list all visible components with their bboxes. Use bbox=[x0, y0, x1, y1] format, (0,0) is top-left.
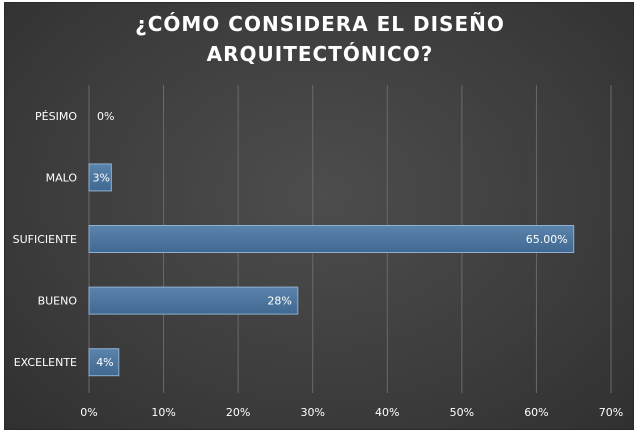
x-tick-label: 20% bbox=[226, 406, 250, 419]
x-tick-label: 70% bbox=[599, 406, 623, 419]
data-label: 4% bbox=[96, 356, 113, 369]
data-label: 65.00% bbox=[526, 233, 568, 246]
bar bbox=[88, 225, 575, 253]
data-label: 0% bbox=[97, 110, 114, 123]
x-tick-label: 0% bbox=[80, 406, 97, 419]
bars bbox=[88, 163, 575, 377]
bar bbox=[88, 348, 120, 377]
category-label: PÉSIMO bbox=[35, 110, 77, 123]
category-label: BUENO bbox=[38, 295, 78, 308]
x-tick-label: 10% bbox=[151, 406, 175, 419]
x-tick-label: 40% bbox=[375, 406, 399, 419]
category-label: SUFICIENTE bbox=[13, 233, 77, 246]
data-label: 28% bbox=[267, 295, 291, 308]
category-label: EXCELENTE bbox=[14, 356, 77, 369]
x-tick-label: 50% bbox=[450, 406, 474, 419]
chart-frame: ¿CÓMO CONSIDERA EL DISEÑO ARQUITECTÓNICO… bbox=[4, 2, 634, 430]
data-label: 3% bbox=[92, 171, 109, 184]
chart-title: ¿CÓMO CONSIDERA EL DISEÑO ARQUITECTÓNICO… bbox=[135, 12, 505, 66]
category-label: MALO bbox=[46, 171, 78, 184]
bar bbox=[88, 163, 112, 192]
x-tick-label: 60% bbox=[524, 406, 548, 419]
labels: 0% 10% 20% 30% 40% 50% 60% 70% PÉSIMO 0% MALO 3% SUF… bbox=[13, 110, 624, 419]
x-tick-label: 30% bbox=[300, 406, 324, 419]
chart-plot: 0% 10% 20% 30% 40% 50% 60% 70% PÉSIMO 0% MALO 3% SUF… bbox=[13, 85, 624, 419]
bar bbox=[88, 286, 299, 315]
